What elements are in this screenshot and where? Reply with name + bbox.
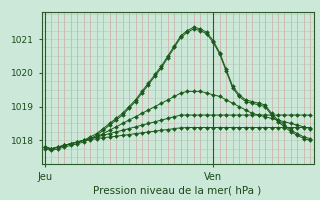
X-axis label: Pression niveau de la mer( hPa ): Pression niveau de la mer( hPa ) (93, 186, 262, 196)
